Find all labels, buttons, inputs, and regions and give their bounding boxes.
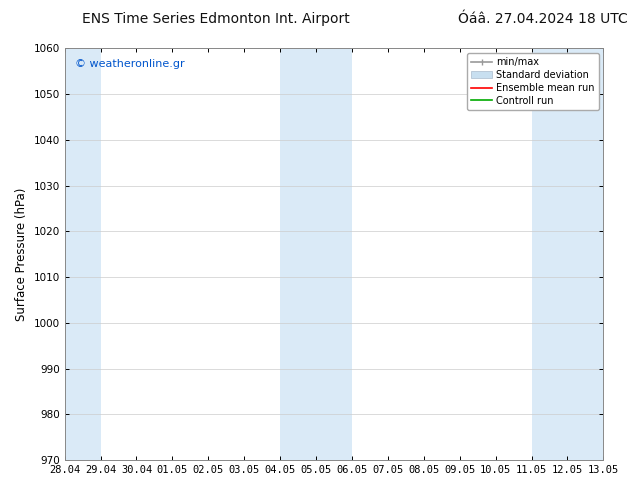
Bar bbox=[280, 49, 352, 460]
Y-axis label: Surface Pressure (hPa): Surface Pressure (hPa) bbox=[15, 188, 28, 321]
Legend: min/max, Standard deviation, Ensemble mean run, Controll run: min/max, Standard deviation, Ensemble me… bbox=[467, 53, 598, 110]
Bar bbox=[65, 49, 101, 460]
Text: ENS Time Series Edmonton Int. Airport: ENS Time Series Edmonton Int. Airport bbox=[82, 12, 350, 26]
Bar bbox=[531, 49, 604, 460]
Text: © weatheronline.gr: © weatheronline.gr bbox=[75, 59, 185, 69]
Text: Óáâ. 27.04.2024 18 UTC: Óáâ. 27.04.2024 18 UTC bbox=[458, 12, 628, 26]
